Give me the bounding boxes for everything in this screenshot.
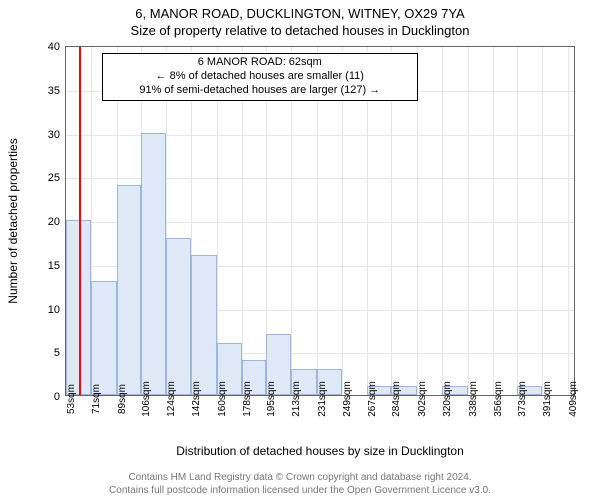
y-tick-label: 25 — [48, 172, 60, 184]
histogram-bar — [91, 281, 116, 395]
x-tick-label: 231sqm — [317, 381, 328, 417]
histogram-bar — [117, 185, 141, 395]
x-tick-label: 356sqm — [493, 381, 504, 417]
y-tick-label: 0 — [54, 391, 60, 403]
x-tick-label: 195sqm — [266, 381, 277, 417]
y-tick-label: 20 — [48, 216, 60, 228]
y-tick-label: 35 — [48, 85, 60, 97]
vgrid-line — [517, 47, 518, 395]
x-tick-label: 249sqm — [342, 381, 353, 417]
vgrid-line — [542, 47, 543, 395]
annotation-box: 6 MANOR ROAD: 62sqm ← 8% of detached hou… — [102, 53, 418, 100]
footer-line-1: Contains HM Land Registry data © Crown c… — [0, 472, 600, 485]
x-tick-label: 53sqm — [66, 384, 77, 414]
x-tick-label: 391sqm — [542, 381, 553, 417]
vgrid-line — [493, 47, 494, 395]
x-tick-label: 267sqm — [367, 381, 378, 417]
vgrid-line — [468, 47, 469, 395]
vgrid-line — [442, 47, 443, 395]
histogram-bar — [141, 133, 166, 396]
x-tick-label: 178sqm — [242, 381, 253, 417]
x-tick-label: 160sqm — [217, 381, 228, 417]
footer-text: Contains HM Land Registry data © Crown c… — [0, 472, 600, 497]
x-tick-label: 89sqm — [117, 384, 128, 414]
annotation-line-1: 6 MANOR ROAD: 62sqm — [109, 56, 411, 70]
y-axis-label: Number of detached properties — [6, 138, 20, 303]
x-axis-label: Distribution of detached houses by size … — [65, 444, 575, 458]
histogram-bar — [166, 238, 191, 396]
y-tick-label: 40 — [48, 41, 60, 53]
x-tick-label: 338sqm — [468, 381, 479, 417]
x-tick-label: 124sqm — [166, 381, 177, 417]
x-tick-label: 106sqm — [141, 381, 152, 417]
x-tick-label: 320sqm — [442, 381, 453, 417]
reference-line — [79, 47, 81, 395]
x-tick-label: 142sqm — [191, 381, 202, 417]
x-tick-label: 302sqm — [417, 381, 428, 417]
annotation-line-3: 91% of semi-detached houses are larger (… — [109, 84, 411, 98]
chart-container: 6, MANOR ROAD, DUCKLINGTON, WITNEY, OX29… — [0, 0, 600, 500]
x-tick-label: 71sqm — [91, 384, 102, 414]
histogram-bar — [191, 255, 216, 395]
page-title: 6, MANOR ROAD, DUCKLINGTON, WITNEY, OX29… — [0, 0, 600, 22]
y-tick-label: 15 — [48, 260, 60, 272]
annotation-line-2: ← 8% of detached houses are smaller (11) — [109, 70, 411, 84]
plot-area: 6 MANOR ROAD: 62sqm ← 8% of detached hou… — [65, 46, 575, 396]
x-tick-label: 284sqm — [391, 381, 402, 417]
y-tick-label: 5 — [54, 347, 60, 359]
x-tick-label: 213sqm — [291, 381, 302, 417]
y-tick-label: 10 — [48, 304, 60, 316]
y-tick-label: 30 — [48, 129, 60, 141]
x-tick-label: 373sqm — [517, 381, 528, 417]
x-tick-label: 409sqm — [568, 381, 579, 417]
vgrid-line — [568, 47, 569, 395]
footer-line-2: Contains full postcode information licen… — [0, 485, 600, 498]
page-subtitle: Size of property relative to detached ho… — [0, 22, 600, 38]
